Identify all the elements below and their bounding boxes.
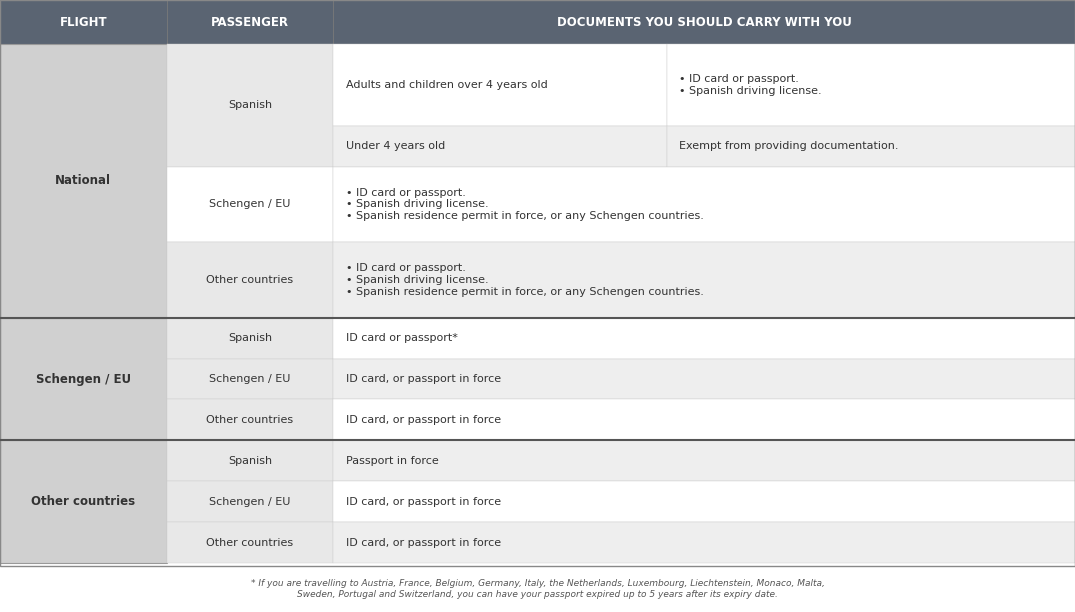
Text: Other countries: Other countries xyxy=(206,415,293,425)
Text: Schengen / EU: Schengen / EU xyxy=(210,374,290,384)
Bar xyxy=(333,441,1075,481)
Text: Passport in force: Passport in force xyxy=(346,456,439,466)
Bar xyxy=(0,318,167,441)
Bar xyxy=(666,126,1075,166)
Text: National: National xyxy=(55,174,112,187)
Text: • ID card or passport.
• Spanish driving license.: • ID card or passport. • Spanish driving… xyxy=(679,74,822,95)
Text: DOCUMENTS YOU SHOULD CARRY WITH YOU: DOCUMENTS YOU SHOULD CARRY WITH YOU xyxy=(557,15,851,29)
Bar xyxy=(333,126,666,166)
Bar xyxy=(333,44,666,126)
Text: Spanish: Spanish xyxy=(228,456,272,466)
Text: Other countries: Other countries xyxy=(206,275,293,285)
Text: Adults and children over 4 years old: Adults and children over 4 years old xyxy=(346,80,548,90)
Text: ID card, or passport in force: ID card, or passport in force xyxy=(346,374,501,384)
Text: Spanish: Spanish xyxy=(228,333,272,343)
Text: FLIGHT: FLIGHT xyxy=(59,15,108,29)
Bar xyxy=(0,0,167,44)
Bar xyxy=(333,242,1075,318)
Bar xyxy=(167,0,333,44)
Bar xyxy=(167,359,333,400)
Text: PASSENGER: PASSENGER xyxy=(211,15,289,29)
Text: ID card, or passport in force: ID card, or passport in force xyxy=(346,497,501,507)
Bar xyxy=(333,400,1075,441)
Text: * If you are travelling to Austria, France, Belgium, Germany, Italy, the Netherl: * If you are travelling to Austria, Fran… xyxy=(250,580,825,599)
Text: Spanish: Spanish xyxy=(228,100,272,110)
Bar xyxy=(333,359,1075,400)
Text: Schengen / EU: Schengen / EU xyxy=(210,200,290,209)
Bar xyxy=(167,44,333,166)
Bar xyxy=(167,481,333,522)
Bar xyxy=(167,441,333,481)
Text: Exempt from providing documentation.: Exempt from providing documentation. xyxy=(679,141,899,151)
Bar xyxy=(333,522,1075,563)
Text: • ID card or passport.
• Spanish driving license.
• Spanish residence permit in : • ID card or passport. • Spanish driving… xyxy=(346,263,704,297)
Text: Schengen / EU: Schengen / EU xyxy=(210,497,290,507)
Bar xyxy=(0,441,167,563)
Bar xyxy=(0,44,167,318)
Bar xyxy=(167,400,333,441)
Text: ID card, or passport in force: ID card, or passport in force xyxy=(346,415,501,425)
Text: Under 4 years old: Under 4 years old xyxy=(346,141,445,151)
Bar xyxy=(666,44,1075,126)
Bar xyxy=(333,318,1075,359)
Bar xyxy=(333,166,1075,242)
Text: Other countries: Other countries xyxy=(206,537,293,548)
Text: ID card or passport*: ID card or passport* xyxy=(346,333,458,343)
Text: Other countries: Other countries xyxy=(31,495,135,508)
Text: Schengen / EU: Schengen / EU xyxy=(35,373,131,386)
Bar xyxy=(333,0,1075,44)
Text: • ID card or passport.
• Spanish driving license.
• Spanish residence permit in : • ID card or passport. • Spanish driving… xyxy=(346,188,704,221)
Bar xyxy=(167,318,333,359)
Bar xyxy=(167,242,333,318)
Bar xyxy=(167,522,333,563)
Bar xyxy=(167,166,333,242)
Bar xyxy=(333,481,1075,522)
Text: ID card, or passport in force: ID card, or passport in force xyxy=(346,537,501,548)
